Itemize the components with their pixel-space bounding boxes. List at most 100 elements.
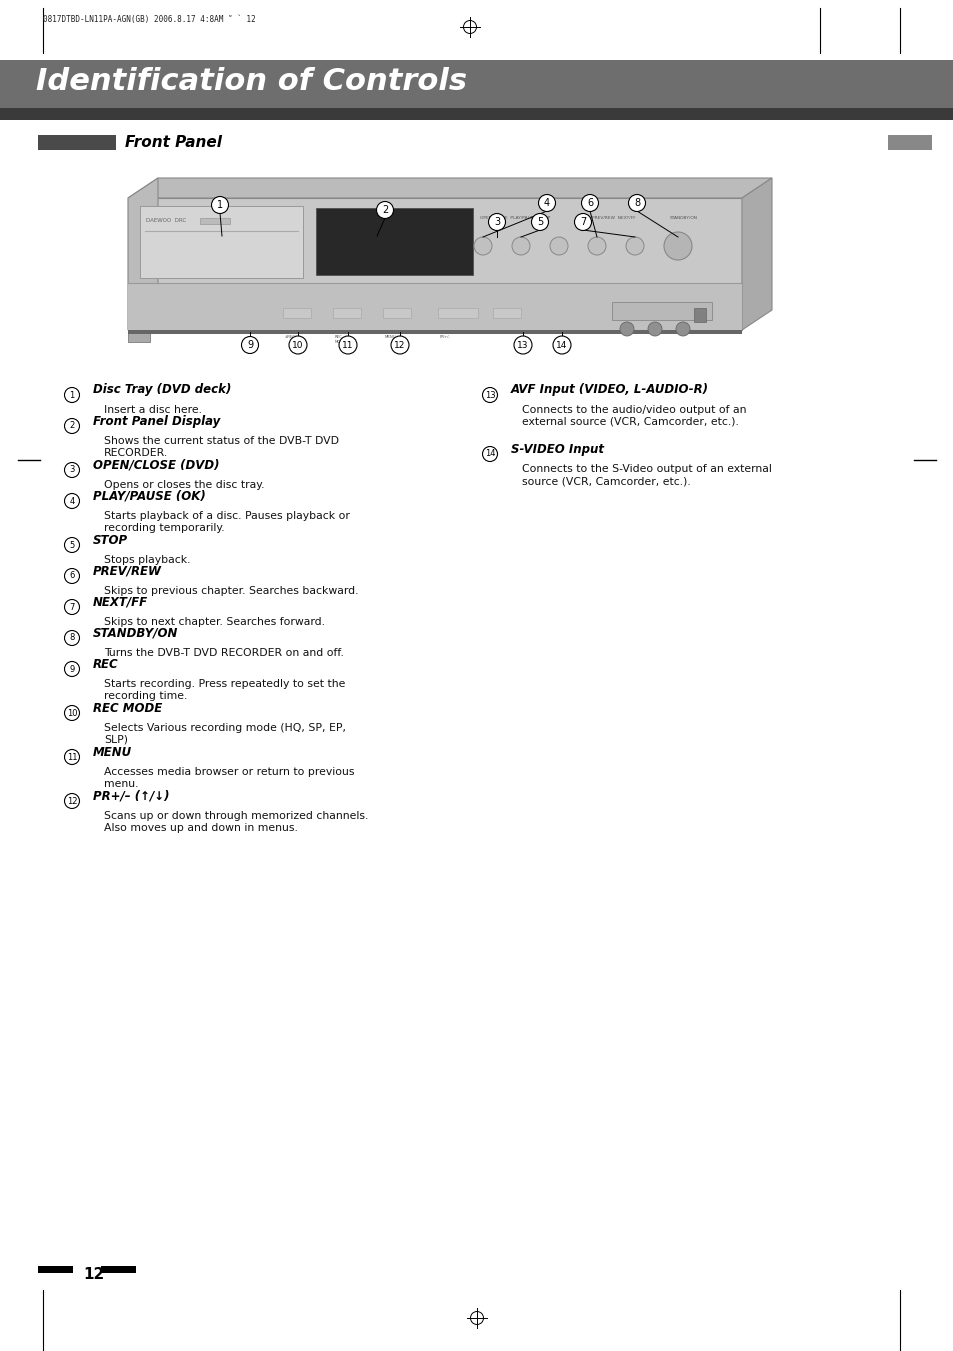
Polygon shape (128, 178, 158, 330)
Circle shape (581, 195, 598, 212)
Circle shape (676, 322, 689, 336)
Bar (101, 1266, 136, 1273)
Bar (693, 308, 705, 322)
Text: 2: 2 (381, 205, 388, 215)
Circle shape (65, 793, 79, 808)
Text: 11: 11 (67, 753, 77, 762)
Text: 13: 13 (517, 340, 528, 350)
Text: REC
MODE: REC MODE (335, 335, 347, 343)
Bar (140, 205, 303, 278)
Text: 7: 7 (70, 603, 74, 612)
Text: Disc Tray (DVD deck): Disc Tray (DVD deck) (92, 384, 232, 396)
Text: 13: 13 (484, 390, 495, 400)
Text: 10: 10 (292, 340, 303, 350)
Bar (493, 308, 520, 317)
Text: 10: 10 (67, 708, 77, 717)
Bar (333, 308, 360, 317)
Text: 1: 1 (70, 390, 74, 400)
Polygon shape (128, 178, 771, 199)
Circle shape (550, 236, 567, 255)
Text: Opens or closes the disc tray.: Opens or closes the disc tray. (104, 480, 264, 490)
Text: REC MODE: REC MODE (92, 701, 162, 715)
Text: 2: 2 (70, 422, 74, 431)
Text: 12: 12 (83, 1267, 104, 1282)
Circle shape (574, 213, 591, 231)
Circle shape (289, 336, 307, 354)
Text: Connects to the audio/video output of an: Connects to the audio/video output of an (521, 405, 745, 415)
Text: PR+/-: PR+/- (439, 335, 451, 339)
Text: 9: 9 (247, 340, 253, 350)
Circle shape (482, 388, 497, 403)
Text: 9: 9 (70, 665, 74, 674)
Circle shape (65, 388, 79, 403)
Text: S-VIDEO Input: S-VIDEO Input (511, 443, 603, 455)
Circle shape (531, 213, 548, 231)
Polygon shape (741, 178, 771, 330)
Text: 6: 6 (70, 571, 74, 581)
Bar (0, 108, 953, 120)
Circle shape (65, 493, 79, 508)
Bar (38, 1266, 73, 1273)
Text: Connects to the S-Video output of an external: Connects to the S-Video output of an ext… (521, 463, 771, 474)
Circle shape (663, 232, 691, 259)
Circle shape (647, 322, 661, 336)
Circle shape (338, 336, 356, 354)
Circle shape (482, 446, 497, 462)
Text: PR+/– (↑/↓): PR+/– (↑/↓) (92, 789, 170, 802)
Text: OPEN/CLOSE  PLAY/PAUSE  STOP: OPEN/CLOSE PLAY/PAUSE STOP (479, 216, 550, 220)
Text: 6: 6 (586, 199, 593, 208)
Text: 4: 4 (543, 199, 550, 208)
Text: recording time.: recording time. (104, 690, 187, 701)
Text: 7: 7 (579, 218, 585, 227)
Text: Selects Various recording mode (HQ, SP, EP,: Selects Various recording mode (HQ, SP, … (104, 723, 346, 734)
Text: Also moves up and down in menus.: Also moves up and down in menus. (104, 823, 297, 834)
Circle shape (65, 419, 79, 434)
Text: #REC: #REC (285, 335, 295, 339)
Text: source (VCR, Camcorder, etc.).: source (VCR, Camcorder, etc.). (521, 476, 690, 486)
Bar (382, 308, 411, 317)
Text: SLP): SLP) (104, 735, 128, 744)
Circle shape (619, 322, 634, 336)
Circle shape (212, 196, 229, 213)
Circle shape (65, 662, 79, 677)
Text: 5: 5 (537, 218, 542, 227)
Text: MENU: MENU (385, 335, 396, 339)
Text: 11: 11 (342, 340, 354, 350)
Circle shape (65, 462, 79, 477)
Circle shape (241, 336, 258, 354)
Text: DAEWOO  DRC: DAEWOO DRC (146, 218, 186, 223)
Circle shape (65, 600, 79, 615)
Text: menu.: menu. (104, 780, 138, 789)
Circle shape (553, 336, 571, 354)
Text: 4: 4 (70, 497, 74, 505)
Text: STOP: STOP (92, 534, 128, 547)
Circle shape (376, 201, 393, 219)
Text: Starts recording. Press repeatedly to set the: Starts recording. Press repeatedly to se… (104, 680, 345, 689)
Circle shape (488, 213, 505, 231)
Circle shape (65, 569, 79, 584)
Text: PREV/REW: PREV/REW (92, 565, 162, 577)
Text: 14: 14 (556, 340, 567, 350)
Bar (128, 330, 150, 342)
Text: 0817DTBD-LN11PA-AGN(GB) 2006.8.17 4:8AM ˜ ` 12: 0817DTBD-LN11PA-AGN(GB) 2006.8.17 4:8AM … (43, 15, 255, 24)
Text: AVF Input (VIDEO, L-AUDIO-R): AVF Input (VIDEO, L-AUDIO-R) (511, 384, 708, 396)
Bar (128, 330, 741, 334)
Circle shape (65, 750, 79, 765)
Circle shape (65, 631, 79, 646)
Text: recording temporarily.: recording temporarily. (104, 523, 224, 534)
Text: Turns the DVB-T DVD RECORDER on and off.: Turns the DVB-T DVD RECORDER on and off. (104, 648, 343, 658)
Text: Shows the current status of the DVB-T DVD: Shows the current status of the DVB-T DV… (104, 436, 338, 446)
Text: Skips to next chapter. Searches forward.: Skips to next chapter. Searches forward. (104, 617, 325, 627)
Bar (0, 59, 953, 108)
Circle shape (474, 236, 492, 255)
Text: PLAY/PAUSE (OK): PLAY/PAUSE (OK) (92, 489, 206, 503)
Circle shape (65, 705, 79, 720)
Text: STANDBY/ON: STANDBY/ON (669, 216, 698, 220)
Text: PREV/REW  NEXT/FF: PREV/REW NEXT/FF (592, 216, 635, 220)
Text: 12: 12 (394, 340, 405, 350)
Text: 1: 1 (216, 200, 223, 209)
Circle shape (587, 236, 605, 255)
Text: Front Panel: Front Panel (125, 135, 222, 150)
Circle shape (625, 236, 643, 255)
Circle shape (391, 336, 409, 354)
